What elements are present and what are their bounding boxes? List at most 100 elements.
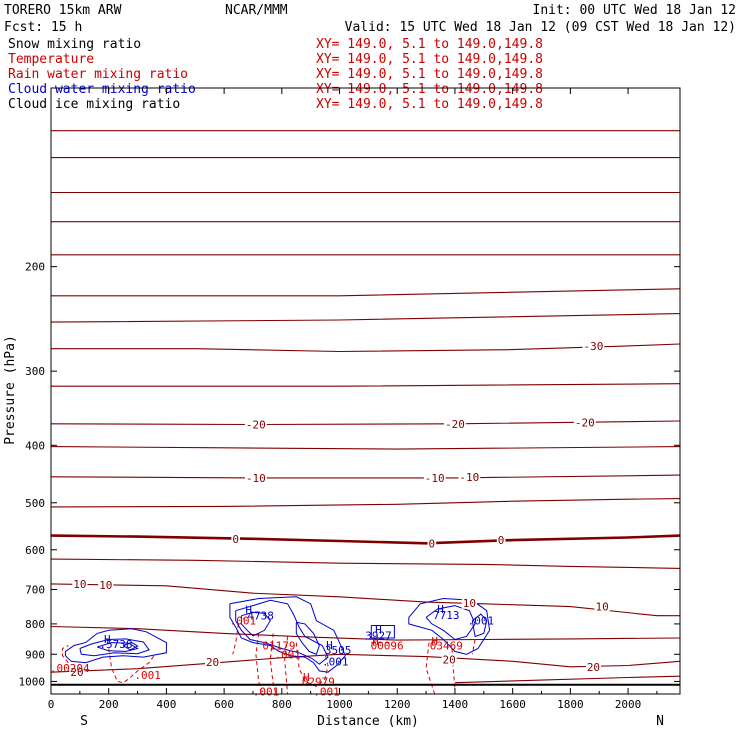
legend: Snow mixing ratio XY= 149.0, 5.1 to 149.… xyxy=(8,37,543,112)
cloud-water-contour xyxy=(235,599,329,665)
rain-water-label: 00096 xyxy=(371,640,404,653)
legend-xy-cloud-water: XY= 149.0, 5.1 to 149.0,149.8 xyxy=(316,82,543,97)
temperature-contour xyxy=(50,498,681,508)
axis-ticks: 0 200 400 600 800 1000 1200 1400 1600 1800 2000200… xyxy=(19,88,680,711)
rain-water-label: 01179 xyxy=(262,640,295,653)
temperature-label-mask xyxy=(231,532,240,545)
temperature-label: 10 xyxy=(73,578,86,591)
rain-water-contour xyxy=(108,648,156,684)
temperature-label-mask xyxy=(461,596,477,609)
x-tick-label: 600 xyxy=(214,698,234,711)
rain-water-contour xyxy=(471,639,476,655)
temperature-label: 10 xyxy=(463,597,476,610)
valid-time: Valid: 15 UTC Wed 18 Jan 12 (09 CST Wed … xyxy=(345,20,736,35)
temperature-label-mask xyxy=(204,656,221,669)
y-tick-label: 200 xyxy=(25,261,45,274)
rain-water-label: .001 xyxy=(134,669,161,682)
temperature-label-mask xyxy=(496,534,506,547)
plot-area: -30 -20 -20 -20 -10 -10 -10 0 0 0 10 10 10 10 20 20 20 20… xyxy=(19,87,681,711)
temperature-contour xyxy=(50,446,681,450)
temperature-label: 20 xyxy=(443,653,456,666)
temperature-contour xyxy=(50,625,681,641)
rain-water-label: H xyxy=(303,671,310,684)
y-tick-label: 700 xyxy=(25,584,45,597)
x-tick-label: 0 xyxy=(48,698,55,711)
temperature-label: -10 xyxy=(459,471,479,484)
rain-water-contour xyxy=(284,636,289,695)
temperature-label: 0 xyxy=(429,537,436,550)
temperature-label-mask xyxy=(98,579,114,592)
cloud-water-contour xyxy=(425,605,476,641)
cloud-water-contour xyxy=(79,638,150,657)
legend-xy-temperature: XY= 149.0, 5.1 to 149.0,149.8 xyxy=(316,52,543,67)
cloud-water-contour xyxy=(229,596,346,673)
rain-water-label: .001 xyxy=(230,615,257,628)
cloud-water-label: H xyxy=(437,603,444,616)
y-axis-label: Pressure (hPa) xyxy=(3,335,18,445)
cloud-water-contour xyxy=(471,613,488,638)
contour-labels: -30 -20 -20 -20 -10 -10 -10 0 0 0 10 10 10 10 20 20 20 20… xyxy=(50,339,610,699)
temperature-contour xyxy=(51,288,681,297)
x-tick-label: 1000 xyxy=(326,698,353,711)
cloud-water-label: 3927 xyxy=(365,629,392,642)
org-title: NCAR/MMM xyxy=(225,3,288,18)
temperature-label: 0 xyxy=(498,534,505,547)
cloud-water-contour xyxy=(295,621,320,655)
temperature-label: 0 xyxy=(232,533,239,546)
temperature-contour xyxy=(50,474,681,479)
y-tick-label: 800 xyxy=(25,618,45,631)
temperature-label: 10 xyxy=(595,601,608,614)
temperature-contour xyxy=(50,583,680,617)
rain-water-label: .001 xyxy=(274,648,301,661)
legend-label-cloud-water: Cloud water mixing ratio xyxy=(8,82,196,97)
cloud-water-label: H xyxy=(375,624,382,637)
cloud-water-contour xyxy=(122,642,139,651)
x-tick-label: 2000 xyxy=(615,698,642,711)
rain-water-label: .00204 xyxy=(50,662,90,675)
y-tick-label: 1000 xyxy=(19,675,46,688)
header: TORERO 15km ARW NCAR/MMM Init: 00 UTC We… xyxy=(4,3,736,35)
cloud-water-label: .001 xyxy=(322,655,349,668)
rain-water-label: .001 xyxy=(313,686,340,699)
cloud-water-contour xyxy=(97,642,139,652)
y-tick-label: 600 xyxy=(25,544,45,557)
temperature-contours xyxy=(50,130,681,684)
temperature-label-mask xyxy=(444,417,466,430)
cloud-water-label: 7713 xyxy=(433,609,460,622)
legend-label-rain: Rain water mixing ratio xyxy=(8,67,188,82)
cloud-water-contours xyxy=(64,596,491,673)
temperature-label: -20 xyxy=(246,418,266,431)
rain-water-label: H xyxy=(372,635,379,648)
temperature-label-mask xyxy=(458,470,481,483)
temperature-label: 10 xyxy=(99,579,112,592)
cloud-water-label: 3505 xyxy=(325,644,352,657)
temperature-label-mask xyxy=(585,660,602,673)
y-tick-label: 300 xyxy=(25,365,45,378)
init-time: Init: 00 UTC Wed 18 Jan 12 xyxy=(533,3,737,18)
temperature-label-mask xyxy=(427,537,437,550)
temperature-label: 20 xyxy=(587,661,600,674)
x-tick-label: 1800 xyxy=(557,698,584,711)
rain-water-contour xyxy=(232,623,239,655)
temperature-label-mask xyxy=(72,577,88,590)
cloud-water-contour xyxy=(408,597,491,655)
x-axis-label: Distance (km) xyxy=(317,714,419,729)
rain-water-label: 03469 xyxy=(430,640,463,653)
temperature-contour xyxy=(454,675,681,684)
x-tick-label: 1400 xyxy=(442,698,469,711)
x-tick-label: 1200 xyxy=(384,698,411,711)
cloud-water-label: H xyxy=(245,604,252,617)
rain-water-contour xyxy=(295,642,329,688)
temperature-label: 20 xyxy=(206,656,219,669)
temperature-label: -30 xyxy=(584,340,604,353)
temperature-label-mask xyxy=(582,339,605,352)
cloud-water-contour xyxy=(240,611,271,637)
cloud-water-label: H xyxy=(104,633,111,646)
legend-xy-cloud-ice: XY= 149.0, 5.1 to 149.0,149.8 xyxy=(316,97,543,112)
legend-label-cloud-ice: Cloud ice mixing ratio xyxy=(8,97,180,112)
model-title: TORERO 15km ARW xyxy=(4,3,122,18)
cloud-water-contour xyxy=(370,625,395,639)
cloud-water-label: .4738 xyxy=(241,610,274,623)
temperature-label: -10 xyxy=(425,472,445,485)
legend-xy-snow: XY= 149.0, 5.1 to 149.0,149.8 xyxy=(316,37,543,52)
